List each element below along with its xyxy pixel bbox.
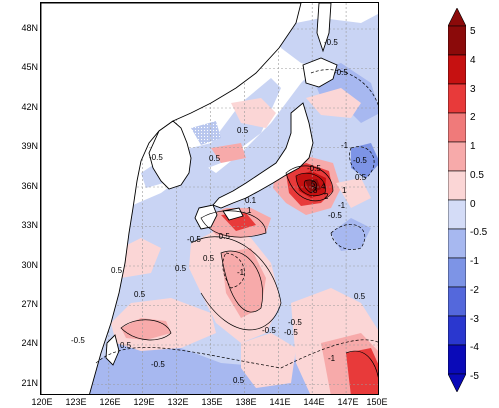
lon-label: 144E: [303, 397, 325, 407]
contour-label: 0.5: [175, 264, 187, 273]
lat-label: 36N: [21, 181, 38, 191]
lon-label: 120E: [31, 397, 53, 407]
colorbar-bottom-arrow: [448, 373, 466, 392]
colorbar-label: -4: [470, 342, 479, 353]
colorbar-label: 0.5: [470, 170, 484, 181]
contour-label: -0.5: [187, 235, 201, 244]
contour-label: -0.5: [151, 360, 165, 369]
land-mass: [41, 3, 338, 394]
contour-label: -0.5: [288, 318, 302, 327]
colorbar-cell: [448, 315, 466, 346]
lon-label: 147E: [337, 397, 359, 407]
lat-label: 27N: [21, 299, 38, 309]
contour-label: -0.5: [324, 38, 338, 47]
colorbar-cell: [448, 54, 466, 85]
lat-label: 42N: [21, 102, 38, 112]
anomaly-map: -0.5 -0.5 -1 -0.5 0.5 -0.5 0.5 -0.5 0.5 …: [41, 3, 378, 394]
colorbar-cell: [448, 344, 466, 375]
contour-label: 0.5: [120, 341, 132, 350]
map-panel: -0.5 -0.5 -1 -0.5 0.5 -0.5 0.5 -0.5 0.5 …: [40, 2, 379, 395]
contour-label: -1: [341, 141, 349, 150]
lon-label: 123E: [65, 397, 87, 407]
contour-label: 0.5: [355, 173, 367, 182]
colorbar-label: 2: [470, 112, 476, 123]
contour-label: -0.5: [353, 156, 367, 165]
lon-label: 126E: [99, 397, 121, 407]
contour-label: 0.5: [237, 126, 249, 135]
lon-label: 135E: [201, 397, 223, 407]
contour-label: -1: [328, 354, 336, 363]
colorbar-cell: [448, 112, 466, 143]
contour-label: -0.5: [307, 164, 321, 173]
contour-label: -0.5: [334, 68, 348, 77]
colorbar-cell: [448, 25, 466, 56]
contour-label: -0.5: [262, 326, 276, 335]
colorbar-cell: [448, 170, 466, 201]
colorbar-label: 4: [470, 55, 476, 66]
contour-label: 0.5: [233, 376, 245, 385]
lat-label: 24N: [21, 338, 38, 348]
lat-label: 33N: [21, 220, 38, 230]
lat-label: 45N: [21, 62, 38, 72]
contour-label: 0.5: [203, 254, 215, 263]
colorbar-cell: [448, 257, 466, 288]
colorbar-cell: [448, 83, 466, 114]
colorbar-label: 3: [470, 84, 476, 95]
lat-label: 30N: [21, 260, 38, 270]
colorbar-label: -3: [470, 314, 479, 325]
colorbar-cell: [448, 286, 466, 317]
contour-label: 2: [324, 192, 329, 201]
contour-label: 0.1: [245, 196, 257, 205]
colorbar-label: -1: [470, 256, 479, 267]
contour-label: -0.5: [216, 232, 230, 241]
contour-label: -0.5: [149, 153, 163, 162]
contour-label: -1: [237, 268, 245, 277]
contour-label: 1: [247, 206, 252, 215]
lat-label: 48N: [21, 23, 38, 33]
contour-label: -0.5: [328, 211, 342, 220]
contour-label: 0.5: [209, 154, 221, 163]
lon-label: 150E: [366, 397, 388, 407]
contour-label: 4: [321, 182, 326, 191]
colorbar-cell: [448, 199, 466, 230]
lon-label: 141E: [269, 397, 291, 407]
contour-label: -1: [338, 201, 346, 210]
lat-label: 39N: [21, 141, 38, 151]
contour-label: -0.5: [71, 336, 85, 345]
colorbar-label: 5: [470, 26, 476, 37]
contour-label: -0.5: [284, 328, 298, 337]
lat-label: 21N: [21, 378, 38, 388]
colorbar-cell: [448, 141, 466, 172]
contour-label: 0.5: [354, 292, 366, 301]
lon-label: 132E: [167, 397, 189, 407]
colorbar-label: -0.5: [470, 227, 488, 238]
contour-label: 0.5: [111, 266, 123, 275]
lon-label: 129E: [133, 397, 155, 407]
contour-label: 1: [342, 186, 347, 195]
colorbar-label: -5: [470, 371, 479, 382]
colorbar: [448, 8, 466, 392]
negative-contour-lines: [95, 69, 378, 369]
colorbar-label: -2: [470, 285, 479, 296]
contour-label: 0.5: [134, 290, 146, 299]
contour-value-labels: -0.5 -0.5 -1 -0.5 0.5 -0.5 0.5 -0.5 0.5 …: [71, 38, 367, 385]
colorbar-top-arrow: [448, 8, 466, 27]
contour-label: 3: [313, 186, 318, 195]
colorbar-label: 1: [470, 141, 476, 152]
colorbar-label: 0: [470, 199, 476, 210]
colorbar-cell: [448, 228, 466, 259]
lon-label: 138E: [235, 397, 257, 407]
contour-label: 5: [311, 180, 316, 189]
